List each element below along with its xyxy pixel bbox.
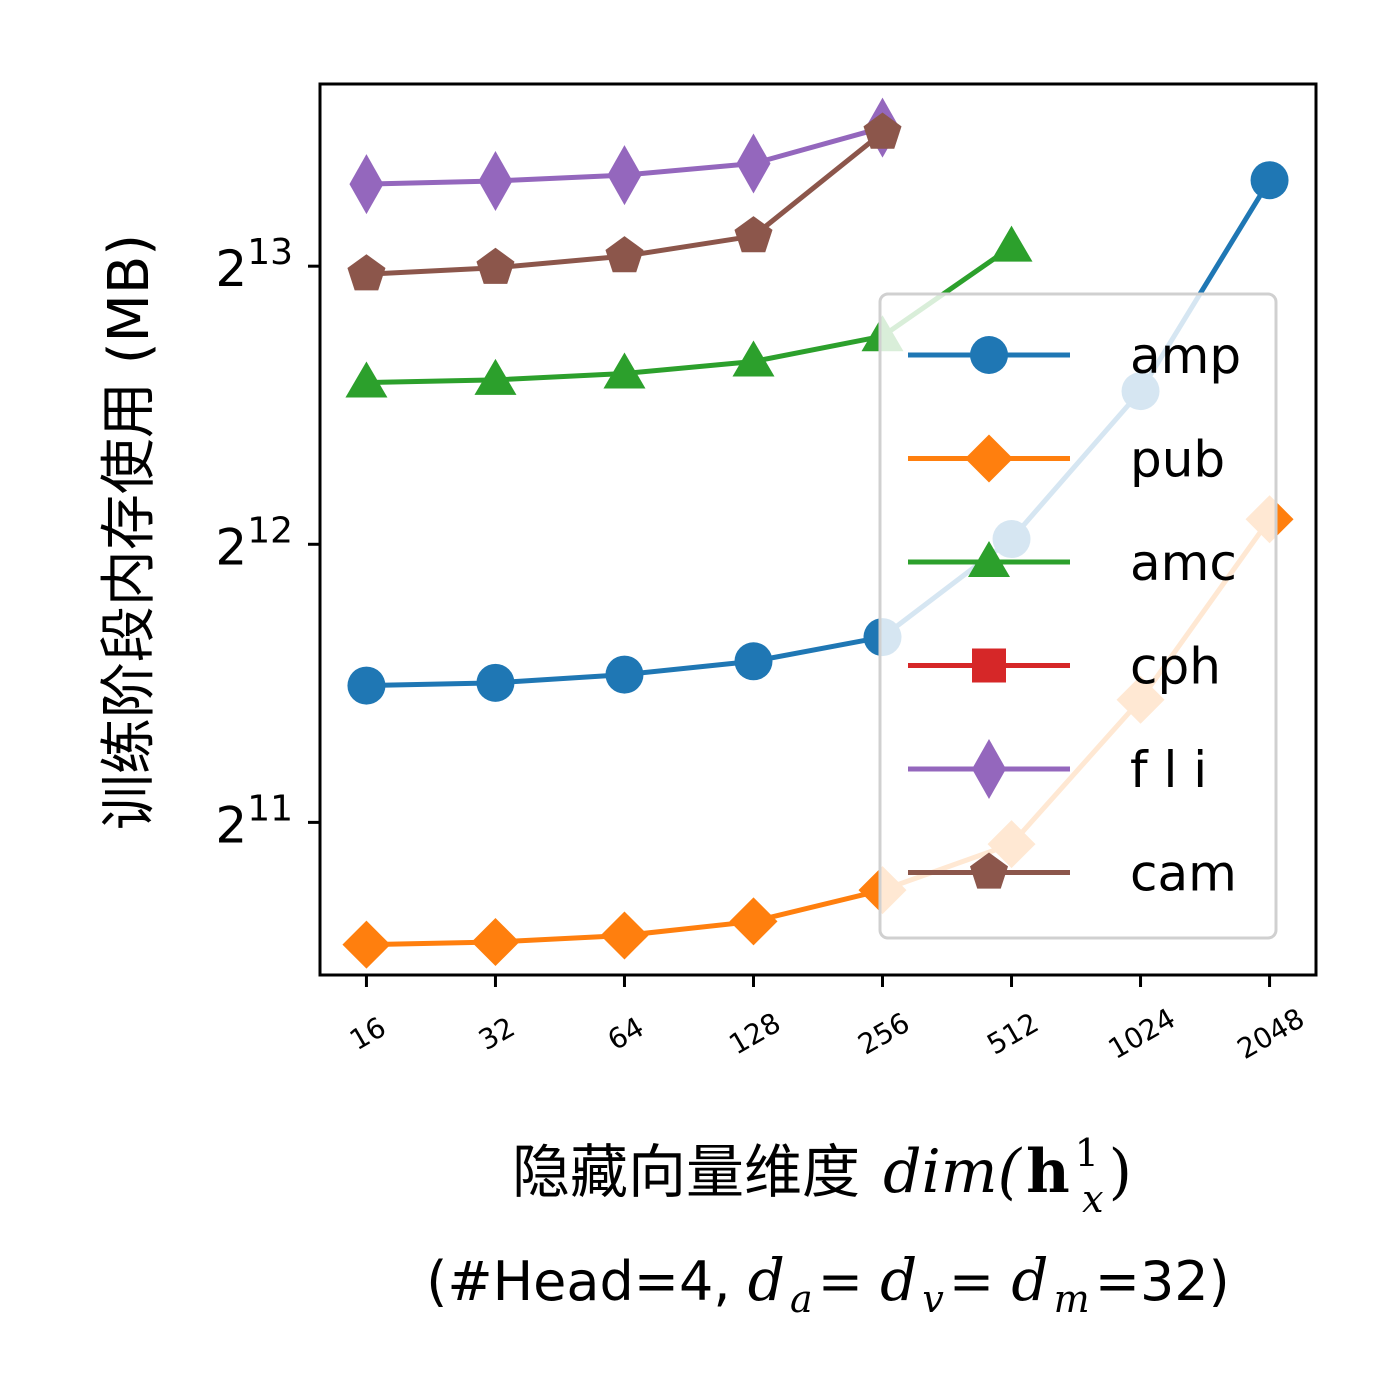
- data-point: [347, 254, 386, 291]
- math-sub-a: a: [790, 1277, 813, 1321]
- legend-label: pub: [1130, 431, 1225, 489]
- x-axis: 16 32 64 128 256 512 1024 2048: [344, 975, 1310, 1066]
- data-point: [478, 150, 513, 211]
- legend-box: [878, 292, 1278, 940]
- legend-label: amc: [1130, 534, 1237, 592]
- data-point: [476, 663, 515, 702]
- math-sub-m: m: [1054, 1277, 1090, 1321]
- math-eq-2: =: [949, 1250, 1011, 1313]
- data-point: [990, 225, 1033, 262]
- y-axis: 211 212 213: [215, 232, 320, 854]
- legend-marker: [965, 434, 1013, 483]
- y-tick-label: 211: [215, 788, 293, 854]
- x-axis-label-math: dim(: [883, 1137, 1022, 1207]
- math-d-a: d: [748, 1246, 785, 1314]
- data-point: [732, 340, 775, 377]
- x-axis-label-chinese: 隐藏向量维度: [512, 1138, 860, 1206]
- data-point: [734, 642, 773, 681]
- legend-entry: pub: [908, 431, 1225, 489]
- x-axis-label-line2: (#Head=4, d a = d v = d m =32): [426, 1246, 1229, 1321]
- data-point: [729, 897, 778, 946]
- legend-label: f l i: [1130, 741, 1207, 799]
- data-point: [863, 112, 902, 149]
- x-axis-label: 隐藏向量维度 dim( h 1 x ): [512, 1131, 1132, 1221]
- data-point: [607, 145, 642, 206]
- x-axis-label-bold-h: h: [1026, 1137, 1070, 1207]
- data-point: [605, 655, 644, 694]
- legend-label: amp: [1130, 327, 1241, 385]
- x-tick-label: 32: [473, 1011, 520, 1057]
- legend-entry: cph: [908, 638, 1221, 696]
- data-point: [471, 918, 520, 967]
- data-point: [736, 133, 771, 194]
- legend-entry: amp: [908, 327, 1241, 385]
- x-axis-label-superscript: 1: [1075, 1131, 1099, 1175]
- data-point: [347, 666, 386, 705]
- x-tick-label: 2048: [1232, 1002, 1310, 1066]
- y-tick-label: 213: [215, 232, 293, 298]
- legend-marker: [969, 852, 1009, 889]
- data-point: [603, 352, 646, 389]
- legend-marker: [970, 336, 1008, 374]
- head-config-text: (#Head=4,: [426, 1250, 747, 1313]
- math-d-m: d: [1011, 1246, 1048, 1314]
- x-tick-label: 64: [602, 1011, 649, 1057]
- legend-entry: cam: [908, 845, 1237, 903]
- x-axis-label-subscript: x: [1082, 1177, 1103, 1221]
- data-point: [345, 361, 388, 398]
- legend-marker: [972, 739, 1006, 799]
- data-point: [342, 920, 391, 969]
- data-point: [734, 216, 773, 253]
- math-tail: =32): [1095, 1250, 1230, 1313]
- series-cam: [347, 112, 902, 291]
- x-tick-label: 256: [852, 1006, 915, 1061]
- math-eq-1: =: [818, 1250, 880, 1313]
- x-tick-label: 512: [981, 1006, 1044, 1061]
- math-sub-v: v: [922, 1277, 944, 1321]
- legend-marker: [972, 648, 1006, 683]
- legend: amp pub amc cph f l i cam: [878, 292, 1278, 940]
- legend-entry: f l i: [908, 739, 1207, 799]
- math-d-v: d: [880, 1246, 917, 1314]
- data-point: [476, 247, 515, 284]
- y-tick-label: 212: [215, 510, 293, 576]
- data-point: [605, 236, 644, 273]
- legend-label: cam: [1130, 845, 1237, 903]
- x-tick-label: 128: [723, 1006, 786, 1061]
- axes-frame: [318, 82, 1318, 977]
- data-point: [474, 358, 517, 395]
- legend-label: cph: [1130, 638, 1221, 696]
- y-axis-label: 训练阶段内存使用 (MB): [97, 234, 162, 830]
- data-point: [600, 911, 649, 960]
- x-tick-label: 1024: [1103, 1002, 1181, 1066]
- data-point: [349, 154, 384, 215]
- series-fli: [349, 97, 900, 215]
- data-point: [1250, 161, 1289, 200]
- x-tick-label: 16: [344, 1011, 391, 1057]
- x-axis-label-close-paren: ): [1109, 1137, 1132, 1207]
- legend-marker: [968, 541, 1010, 577]
- legend-entry: amc: [908, 534, 1237, 592]
